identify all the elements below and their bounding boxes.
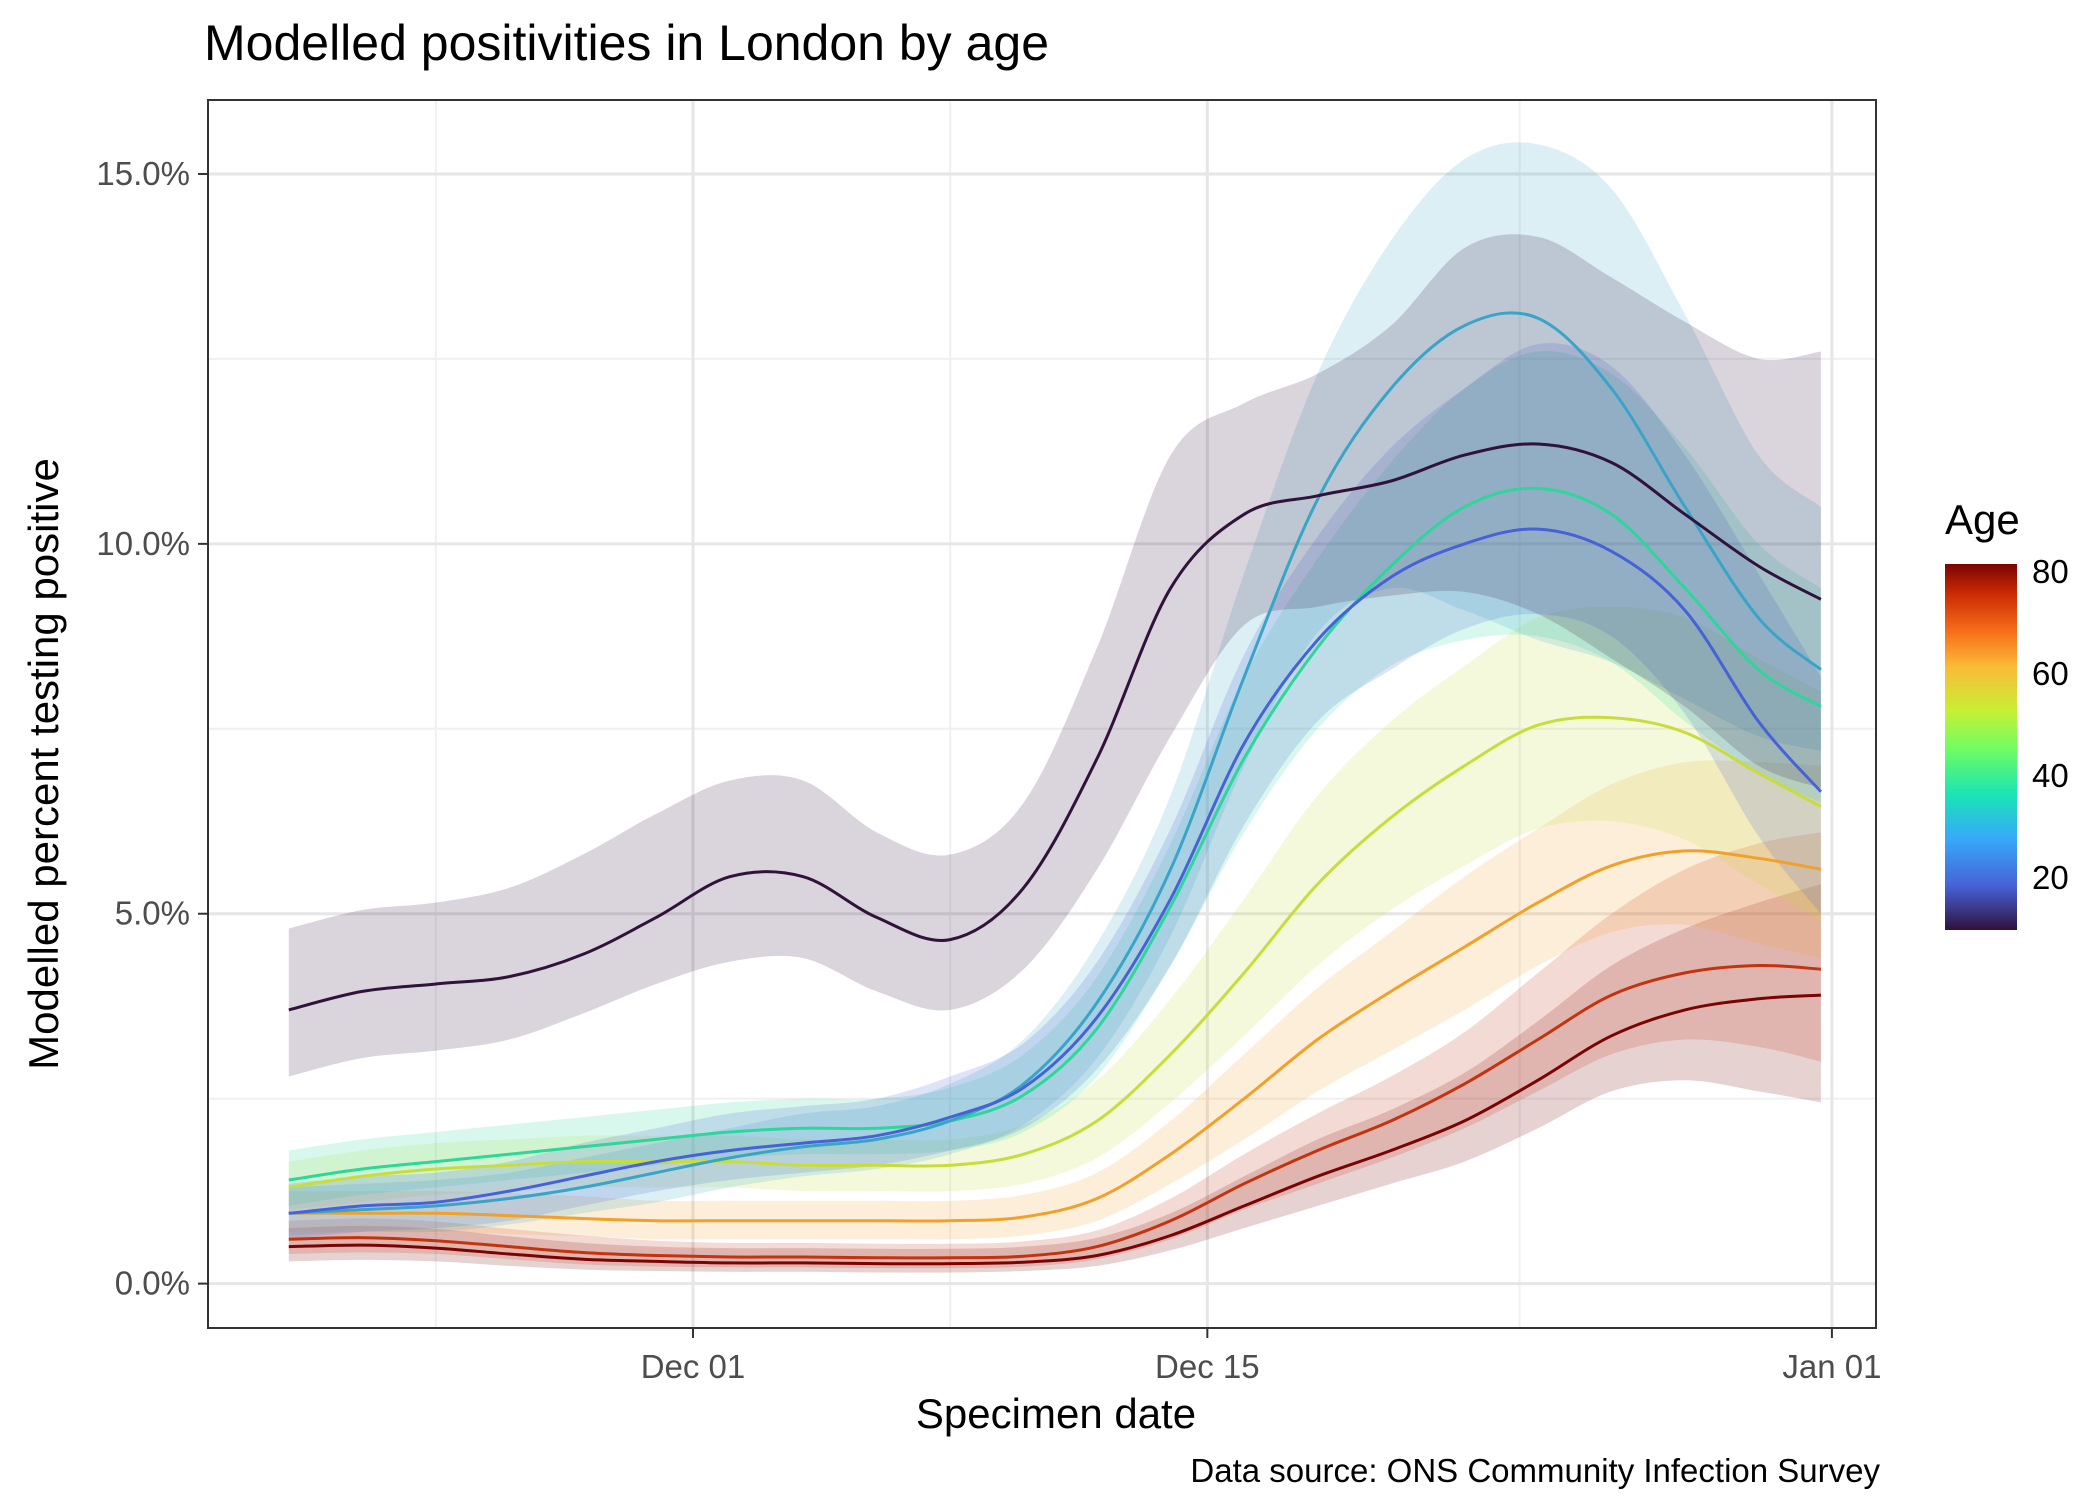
- line-age-35: [288, 486, 1822, 1182]
- x-tick-labels: Dec 01 Dec 15 Jan 01: [641, 1348, 1882, 1385]
- chart-title: Modelled positivities in London by age: [204, 15, 1049, 71]
- line-age-50: [288, 715, 1822, 1189]
- legend-tick-60: 60: [2032, 655, 2069, 692]
- confidence-ribbons: [288, 142, 1821, 1273]
- x-tick-label: Jan 01: [1782, 1348, 1881, 1385]
- ribbon-age-80: [288, 884, 1821, 1273]
- line-age-60: [288, 849, 1822, 1223]
- ribbon-age-35: [288, 351, 1821, 1206]
- series-lines: [288, 311, 1823, 1266]
- legend-tick-40: 40: [2032, 757, 2069, 794]
- legend-colorbar: [1945, 564, 2017, 930]
- line-age-70: [288, 963, 1821, 1260]
- plot-panel: [208, 100, 1876, 1328]
- line-age-80: [288, 993, 1821, 1266]
- y-tick-label: 5.0%: [115, 895, 190, 932]
- y-tick-labels: 0.0% 5.0% 10.0% 15.0%: [96, 155, 190, 1302]
- data-source-caption: Data source: ONS Community Infection Sur…: [1190, 1452, 1880, 1489]
- ribbon-age-70: [288, 832, 1821, 1269]
- line-age-25: [288, 311, 1822, 1215]
- x-tick-label: Dec 01: [641, 1348, 746, 1385]
- line-age-10: [288, 442, 1822, 1012]
- x-axis-label: Specimen date: [915, 1390, 1197, 1437]
- ribbon-age-50: [288, 606, 1821, 1210]
- plot-border: [207, 99, 1877, 1329]
- legend-tick-80: 80: [2032, 553, 2069, 590]
- legend-title: Age: [1945, 496, 2020, 543]
- minor-gridlines: [208, 100, 1876, 1328]
- y-tick-label: 0.0%: [115, 1265, 190, 1302]
- x-axis-label-row: Specimen date: [0, 1390, 2100, 1438]
- ribbon-age-60: [288, 760, 1821, 1240]
- ribbon-age-25: [288, 142, 1821, 1236]
- axis-ticks: [198, 172, 1833, 1338]
- line-age-20: [288, 527, 1823, 1215]
- y-tick-label: 15.0%: [96, 155, 190, 192]
- y-axis-label: Modelled percent testing positive: [20, 458, 67, 1070]
- ribbon-age-10: [288, 234, 1821, 1077]
- y-tick-label: 10.0%: [96, 525, 190, 562]
- legend-tick-20: 20: [2032, 859, 2069, 896]
- ribbon-age-20: [288, 343, 1821, 1240]
- x-tick-label: Dec 15: [1155, 1348, 1260, 1385]
